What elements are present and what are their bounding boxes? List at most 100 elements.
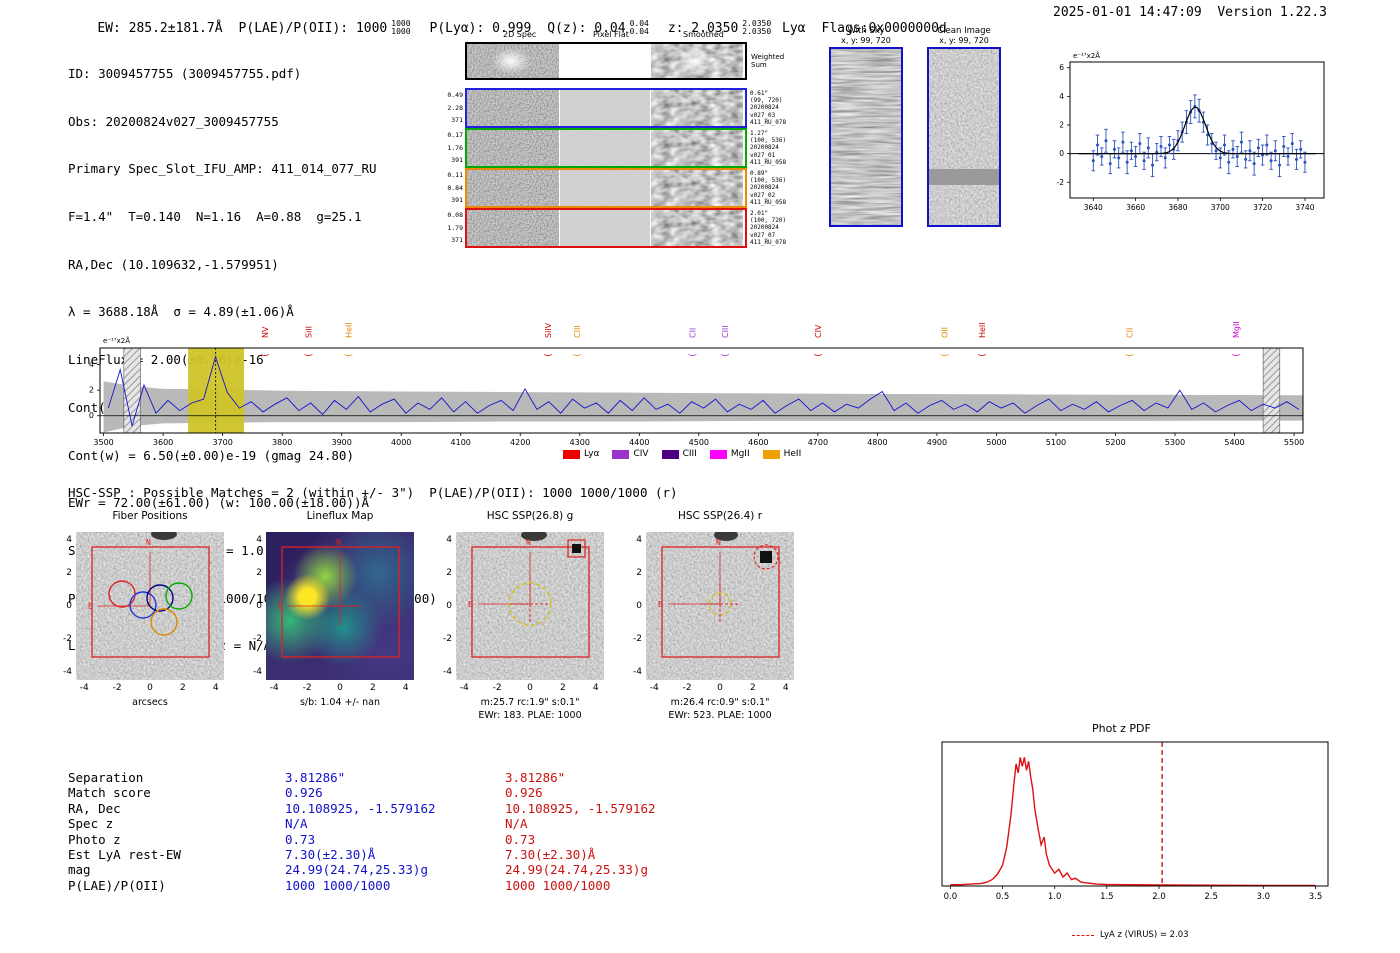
- aperture-circle: [508, 582, 552, 626]
- spec2d-row: 0.11 0.84 391 0.89" (100, 536) 20200824 v027_0…: [443, 168, 822, 208]
- svg-text:NV: NV: [261, 326, 270, 338]
- svg-text:(: (: [544, 353, 554, 357]
- spec2d-image: [467, 90, 559, 126]
- spec2d-image: [560, 130, 650, 166]
- svg-text:3.5: 3.5: [1309, 892, 1323, 902]
- svg-text:4500: 4500: [689, 438, 709, 447]
- match-row-label: Est LyA rest-EW: [68, 847, 181, 863]
- svg-text:(: (: [978, 353, 988, 357]
- legend-item: CIII: [661, 449, 697, 459]
- x-tick-label: 4: [782, 683, 789, 693]
- svg-text:4800: 4800: [867, 438, 887, 447]
- weighted-sum-strip: [465, 42, 747, 80]
- plae-fraction: 1000 1000: [391, 19, 411, 36]
- info-line: F=1.4" T=0.140 N=1.16 A=0.88 g=25.1: [68, 208, 362, 224]
- spec2d-weighted-row: Weighted Sum: [465, 42, 793, 80]
- svg-text:(: (: [261, 353, 271, 357]
- match-candidate-1-value: 0.73: [285, 831, 316, 847]
- svg-text:3700: 3700: [1211, 203, 1230, 212]
- spec2d-image: [560, 210, 650, 246]
- fiber-positions-image: N E: [76, 532, 224, 680]
- y-tick-label: 4: [256, 535, 262, 546]
- x-tick-label: 0: [717, 683, 723, 693]
- svg-text:4000: 4000: [391, 438, 411, 447]
- match-candidate-1-value: 24.99(24.74,25.33)g: [285, 862, 428, 878]
- svg-text:HeII: HeII: [344, 322, 353, 338]
- svg-text:3700: 3700: [212, 438, 232, 447]
- legend-item: Lyα: [563, 449, 599, 459]
- info-line: Obs: 20200824v027_3009457755: [68, 113, 279, 129]
- legend-label: CIII: [682, 449, 697, 459]
- legend-swatch: [612, 449, 630, 459]
- lineflux-map-image: N E: [266, 532, 414, 680]
- svg-text:3.0: 3.0: [1257, 892, 1271, 902]
- svg-text:1.5: 1.5: [1100, 892, 1114, 902]
- cutout-caption: EWr: 523. PLAE: 1000: [668, 710, 772, 721]
- x-tick-label: 4: [212, 683, 219, 693]
- svg-text:4700: 4700: [808, 438, 828, 447]
- y-tick-label: 0: [636, 601, 642, 611]
- svg-text:2: 2: [89, 386, 94, 395]
- fiber-circle-red: [108, 580, 136, 608]
- y-tick-label: 2: [636, 568, 642, 579]
- svg-text:5000: 5000: [986, 438, 1006, 447]
- spec2d-image: [467, 210, 559, 246]
- header-summary: EW: 285.2±181.7Å P(LAE)/P(OII): 1000 1000 1…: [66, 5, 963, 51]
- x-tick-label: -4: [269, 683, 279, 693]
- y-tick-label: -2: [63, 633, 72, 644]
- with-sky-panel: With Sky x, y: 99, 720: [828, 26, 904, 227]
- svg-text:4: 4: [89, 360, 94, 369]
- hsc-g-overlay: N E: [468, 532, 590, 658]
- match-table-row: Spec z N/A N/A: [68, 816, 656, 831]
- clean-image: [927, 47, 1001, 227]
- spectrum-legend: Lyα CIV CIII MgII HeII: [563, 449, 801, 459]
- svg-text:SiII: SiII: [305, 326, 314, 338]
- match-row-label: mag: [68, 862, 91, 878]
- spec2d-row-strip: [465, 88, 747, 128]
- svg-text:SiIV: SiIV: [544, 322, 553, 338]
- legend-item: CIV: [612, 449, 649, 459]
- match-candidate-1-value: 0.926: [285, 785, 323, 801]
- legend-label: CIV: [633, 449, 649, 459]
- y-tick-label: -2: [443, 633, 452, 644]
- redshift-value: z: 2.0350 2.0350 2.0350 Lyα: [667, 19, 806, 36]
- spec2d-rows: 0.49 2.28 371 0.61" (99, 720) 20200824 v027_03…: [443, 88, 822, 248]
- info-line: λ = 3688.18Å σ = 4.89(±1.06)Å: [68, 304, 294, 320]
- fiber-circle-orange: [150, 608, 178, 636]
- svg-text:4900: 4900: [927, 438, 947, 447]
- y-tick-label: 4: [446, 535, 452, 546]
- svg-text:(: (: [1125, 353, 1135, 357]
- match-table-row: Photo z 0.73 0.73: [68, 832, 656, 847]
- svg-text:e⁻¹⁷x2Å: e⁻¹⁷x2Å: [1073, 51, 1100, 60]
- svg-text:2: 2: [1059, 120, 1064, 129]
- cutout-fiber-positions: Fiber Positions N E arcsecs 4 2 0 -2 -4 -4 -2 0…: [48, 506, 238, 731]
- cutout-xlabel: m:26.4 rc:0.9" s:0.1": [670, 697, 770, 708]
- svg-text:3900: 3900: [331, 438, 351, 447]
- spec2d-row-note: 2.01" (100, 720) 20200824 v027_07 411_RU_078: [750, 210, 787, 246]
- spec2d-row-strip: [465, 208, 747, 248]
- spec2d-image: [560, 170, 650, 206]
- y-tick-label: -4: [633, 666, 642, 677]
- y-tick-label: 4: [636, 535, 642, 546]
- svg-text:CIV: CIV: [814, 324, 823, 338]
- match-candidate-1-value: 7.30(±2.30)Å: [285, 847, 376, 863]
- match-row-label: Photo z: [68, 831, 121, 847]
- svg-text:3660: 3660: [1126, 203, 1145, 212]
- svg-text:3640: 3640: [1084, 203, 1103, 212]
- svg-text:5400: 5400: [1224, 438, 1244, 447]
- svg-text:HeII: HeII: [978, 322, 987, 338]
- hsc-r-overlay: N E: [658, 532, 780, 658]
- match-candidate-2-value: 7.30(±2.30)Å: [505, 847, 596, 863]
- clean-image-coords: x, y: 99, 720: [939, 36, 989, 45]
- svg-text:(: (: [688, 353, 698, 357]
- catalog-match-table: Separation 3.81286" 3.81286" Match score 0.9…: [68, 770, 656, 893]
- x-tick-label: 4: [592, 683, 599, 693]
- legend-swatch: [661, 449, 679, 459]
- svg-text:MgII: MgII: [1232, 321, 1241, 338]
- y-tick-label: -2: [633, 633, 642, 644]
- hsc-match-summary: HSC-SSP : Possible Matches = 2 (within +…: [68, 485, 678, 500]
- y-tick-label: -4: [253, 666, 262, 677]
- match-candidate-2-value: 1000 1000/1000: [505, 877, 611, 893]
- y-tick-label: 0: [446, 601, 452, 611]
- legend-swatch: [709, 449, 727, 459]
